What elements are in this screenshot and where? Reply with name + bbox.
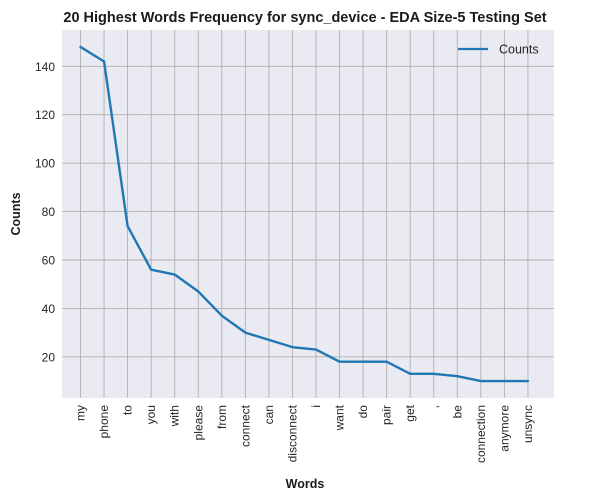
y-axis-label: Counts [9, 192, 23, 235]
x-tick-label: from [215, 405, 229, 429]
x-tick-label: phone [97, 405, 111, 439]
x-tick-label: you [144, 405, 158, 424]
x-tick-label: pair [380, 405, 394, 425]
x-tick-label: i [309, 405, 323, 408]
y-tick-label: 120 [35, 108, 55, 122]
plot-area [62, 30, 554, 398]
x-tick-label: do [356, 405, 370, 419]
legend-label: Counts [499, 43, 539, 57]
x-tick-label: unsync [521, 405, 535, 443]
y-tick-label: 100 [35, 157, 55, 171]
x-tick-label: can [262, 405, 276, 424]
series-line-counts [79, 45, 530, 383]
y-tick-label: 40 [42, 302, 56, 316]
y-tick-label: 60 [42, 254, 56, 268]
grid [62, 30, 554, 398]
x-tick-label: get [403, 404, 417, 421]
x-tick-label: connection [474, 405, 488, 463]
tick-labels: my phone to you with please from connect can disc… [35, 60, 535, 463]
x-tick-label: my [74, 405, 88, 421]
x-tick-label: connect [238, 404, 252, 447]
x-axis-label: Words [286, 477, 325, 491]
legend: Counts [458, 43, 539, 57]
chart-title: 20 Highest Words Frequency for sync_devi… [63, 10, 546, 26]
x-tick-label: want [333, 404, 347, 431]
x-tick-label: to [121, 405, 135, 415]
x-tick-label: disconnect [285, 404, 299, 462]
y-tick-label: 80 [42, 205, 56, 219]
x-tick-label: please [191, 405, 205, 441]
x-tick-label: anymore [497, 405, 511, 452]
y-tick-label: 20 [42, 350, 56, 364]
y-tick-label: 140 [35, 60, 55, 74]
x-tick-label: be [450, 405, 464, 419]
x-tick-label: , [427, 405, 441, 408]
x-tick-label: with [168, 405, 182, 427]
series-layer [79, 45, 530, 383]
